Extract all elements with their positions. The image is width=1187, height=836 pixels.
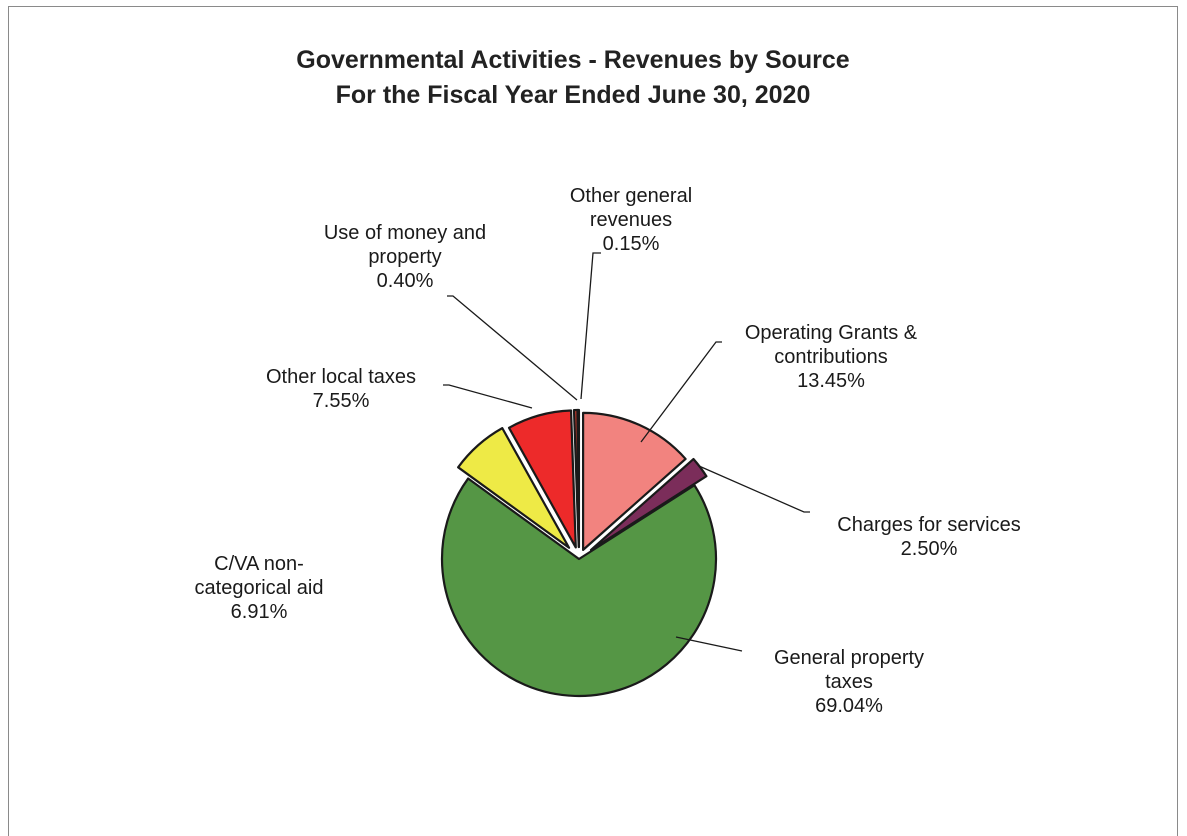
pie-chart: Governmental Activities - Revenues by So… bbox=[195, 46, 1021, 717]
slice-name-line: taxes bbox=[825, 671, 873, 693]
leader-line-general-property-taxes bbox=[675, 636, 743, 652]
leader-line-other-general-revenues bbox=[580, 252, 601, 400]
slice-name-line: Operating Grants & bbox=[745, 322, 918, 344]
slice-name-line: contributions bbox=[774, 346, 887, 368]
slice-name-line: Use of money and bbox=[324, 222, 486, 244]
slice-label-operating-grants-contributions: Operating Grants & contributions 13.45% bbox=[745, 322, 918, 392]
slice-charges-for-services bbox=[589, 457, 708, 552]
slice-name-line: revenues bbox=[590, 209, 672, 231]
slice-label-other-local-taxes: Other local taxes 7.55% bbox=[266, 366, 416, 412]
slice-value-label: 0.40% bbox=[377, 270, 434, 292]
slice-value-label: 7.55% bbox=[313, 390, 370, 412]
slice-name-line: property bbox=[368, 246, 441, 268]
slice-label-c-va-non-categorical-aid: C/VA non-categorical aid 6.91% bbox=[195, 553, 324, 623]
slice-other-general-revenues bbox=[576, 408, 581, 549]
slice-value-label: 6.91% bbox=[231, 601, 288, 623]
leader-lines bbox=[443, 252, 810, 652]
slice-value-label: 2.50% bbox=[901, 538, 958, 560]
slice-label-use-of-money-and-property: Use of money and property 0.40% bbox=[324, 222, 486, 292]
slice-value-label: 13.45% bbox=[797, 370, 865, 392]
chart-title: Governmental Activities - Revenues by So… bbox=[296, 46, 850, 74]
slice-value-label: 0.15% bbox=[603, 233, 660, 255]
slice-labels: Operating Grants & contributions 13.45% Cha… bbox=[195, 185, 1021, 717]
slice-name-line: Other local taxes bbox=[266, 366, 416, 388]
pie-slices bbox=[440, 408, 718, 698]
slice-label-charges-for-services: Charges for services 2.50% bbox=[837, 514, 1020, 560]
leader-line-charges-for-services bbox=[698, 465, 810, 513]
slice-name-line: Charges for services bbox=[837, 514, 1020, 536]
leader-line-use-of-money-and-property bbox=[447, 295, 578, 401]
chart-subtitle: For the Fiscal Year Ended June 30, 2020 bbox=[336, 81, 811, 109]
slice-general-property-taxes bbox=[440, 477, 718, 698]
chart-frame: Governmental Activities - Revenues by So… bbox=[8, 6, 1178, 836]
slice-name-line: Other general bbox=[570, 185, 692, 207]
leader-line-other-local-taxes bbox=[443, 384, 533, 409]
leader-line-operating-grants-contributions bbox=[640, 341, 722, 443]
slice-value-label: 69.04% bbox=[815, 695, 883, 717]
slice-c-va-non-categorical-aid bbox=[457, 427, 571, 549]
slice-operating-grants-contributions bbox=[582, 411, 687, 551]
slice-name-line: C/VA non- bbox=[214, 553, 304, 575]
slice-other-local-taxes bbox=[507, 409, 577, 549]
slice-name-line: General property bbox=[774, 647, 924, 669]
slice-label-other-general-revenues: Other general revenues 0.15% bbox=[570, 185, 692, 255]
slice-name-line: categorical aid bbox=[195, 577, 324, 599]
slice-label-general-property-taxes: General property taxes 69.04% bbox=[774, 647, 924, 717]
